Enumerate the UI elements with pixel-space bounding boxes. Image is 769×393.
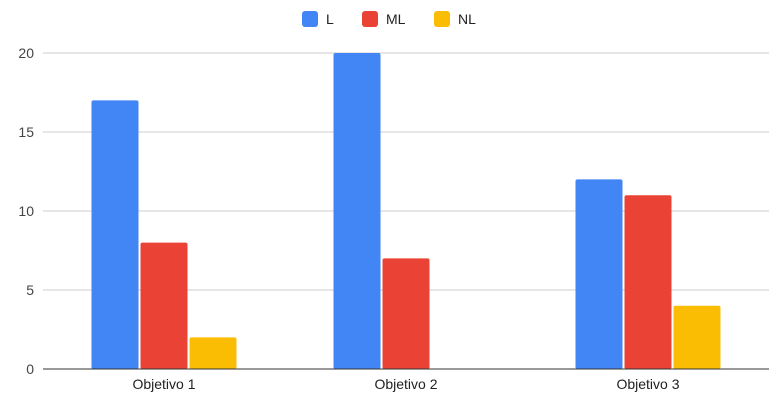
y-tick-label: 10 [18,203,34,219]
y-tick-label: 0 [26,361,34,377]
legend-item-ml[interactable]: ML [362,11,406,27]
legend-swatch [362,11,378,27]
y-tick-label: 15 [18,124,34,140]
x-category-label: Objetivo 1 [132,376,195,392]
bar-ml-3[interactable] [624,195,672,369]
x-category-label: Objetivo 3 [616,376,679,392]
legend-item-nl[interactable]: NL [434,11,476,27]
bar-ml-1[interactable] [140,242,188,369]
legend-item-l[interactable]: L [302,11,334,27]
y-tick-label: 5 [26,282,34,298]
chart-bars [91,53,721,370]
x-category-label: Objetivo 2 [374,376,437,392]
bar-l-3[interactable] [575,179,623,369]
y-tick-label: 20 [18,45,34,61]
legend-label: NL [458,11,476,27]
bar-nl-3[interactable] [673,305,721,369]
bar-ml-2[interactable] [382,258,430,369]
legend-swatch [434,11,450,27]
legend-label: ML [386,11,406,27]
legend-swatch [302,11,318,27]
legend-label: L [326,11,334,27]
x-axis: Objetivo 1 Objetivo 2 Objetivo 3 [43,368,769,392]
bar-nl-1[interactable] [189,337,237,369]
chart-legend: L ML NL [302,11,476,27]
bar-l-2[interactable] [333,53,381,369]
bar-l-1[interactable] [91,100,139,370]
y-axis: 0 5 10 15 20 [18,45,34,377]
